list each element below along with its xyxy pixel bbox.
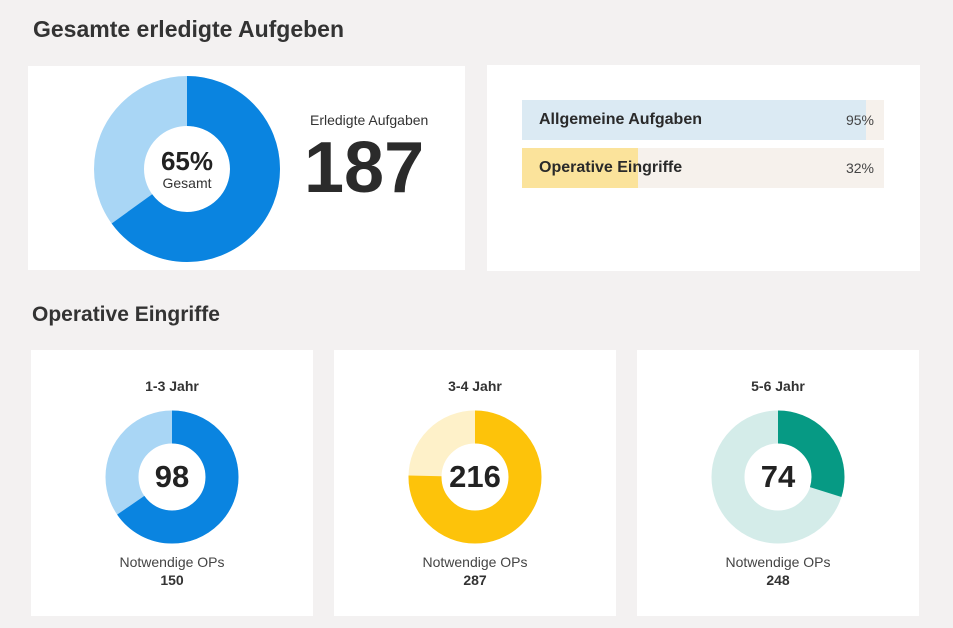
op-donut-svg [105,410,239,544]
op-required-label: Notwendige OPs [422,554,528,570]
progress-bar-fill [522,148,638,188]
op-donut-svg [408,410,542,544]
progress-bar-percent: 32% [845,160,874,176]
op-donut-arc [105,410,239,544]
op-value: 98 [154,459,190,494]
progress-card: Allgemeine Aufgaben 95% Operative Eingri… [487,65,920,271]
op-donut-chart: 216 [408,410,542,544]
op-donut-arc [711,410,845,544]
op-card-3-4: 3-4 Jahr 216 Notwendige OPs 287 [334,350,616,616]
progress-bar-label: Allgemeine Aufgaben [539,111,702,128]
total-percent: 65% [160,146,214,176]
progress-bar-label: Operative Eingriffe [539,159,683,176]
op-donut-chart: 98 [105,410,239,544]
total-tasks-title: Gesamte erledigte Aufgeben [33,16,345,42]
op-card-1-3: 1-3 Jahr 98 Notwendige OPs 150 [31,350,313,616]
op-donut-chart: 74 [711,410,845,544]
done-tasks-value: 187 [304,128,425,208]
op-donut-arc [408,410,542,544]
total-percent-label: Gesamt [162,175,212,191]
op-value: 74 [760,459,796,494]
total-donut-center: 65% Gesamt [94,76,280,262]
op-age-label: 1-3 Jahr [145,378,199,394]
progress-bar-general: Allgemeine Aufgaben 95% [522,100,884,140]
done-tasks-label: Erledigte Aufgaben [310,112,429,128]
operations-title: Operative Eingriffe [32,303,220,326]
op-required-label: Notwendige OPs [725,554,831,570]
op-required-value: 248 [766,572,790,588]
op-required-value: 150 [160,572,184,588]
total-donut-svg [94,76,280,262]
op-age-label: 3-4 Jahr [448,378,502,394]
op-required-value: 287 [463,572,487,588]
op-age-label: 5-6 Jahr [751,378,805,394]
progress-bar-operative: Operative Eingriffe 32% [522,148,884,188]
progress-bar-percent: 95% [845,112,874,128]
op-required-label: Notwendige OPs [119,554,225,570]
total-donut-chart: 65% Gesamt [94,76,280,262]
progress-bar-fill [522,100,866,140]
total-tasks-card: 65% Gesamt Erledigte Aufgaben 187 [28,66,465,270]
op-value: 216 [449,459,501,494]
total-donut-arc [94,76,280,262]
op-donut-svg [711,410,845,544]
op-card-5-6: 5-6 Jahr 74 Notwendige OPs 248 [637,350,919,616]
